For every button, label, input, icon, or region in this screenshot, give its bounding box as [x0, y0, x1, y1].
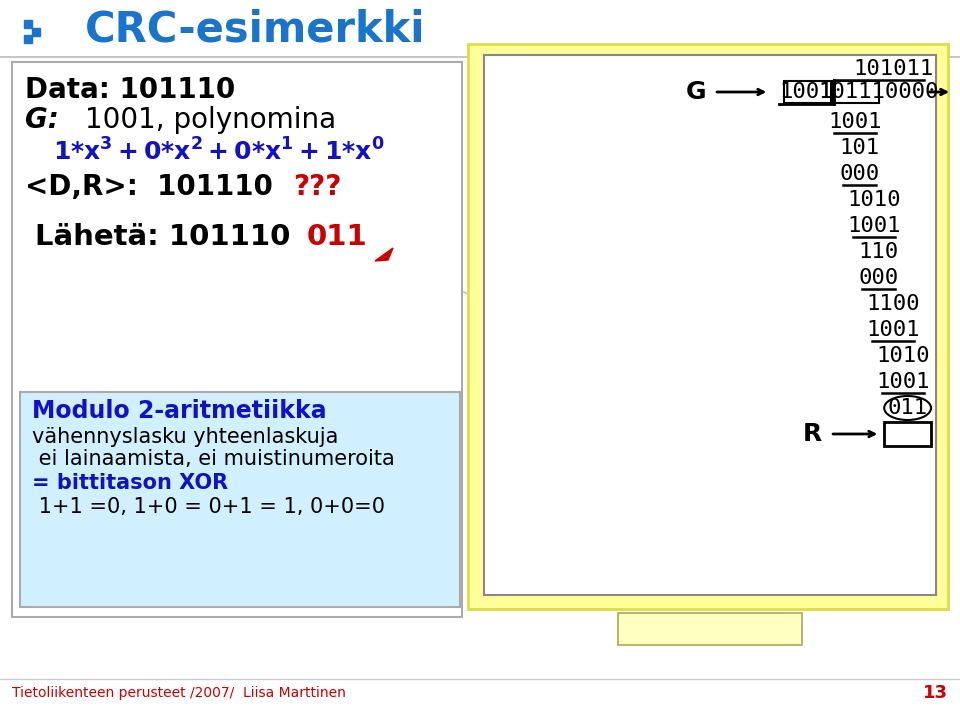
Text: G: G: [685, 80, 707, 104]
Text: vähennyslasku yhteenlaskuja: vähennyslasku yhteenlaskuja: [32, 427, 338, 447]
Text: ???: ???: [293, 173, 342, 201]
FancyBboxPatch shape: [468, 44, 948, 609]
Text: <D,R>:  101110: <D,R>: 101110: [25, 173, 273, 201]
Text: ei lainaamista, ei muistinumeroita: ei lainaamista, ei muistinumeroita: [32, 449, 395, 469]
Text: 1001: 1001: [828, 112, 881, 132]
Text: 1001, polynomina: 1001, polynomina: [85, 106, 336, 134]
Text: 101: 101: [840, 138, 879, 158]
FancyBboxPatch shape: [484, 55, 936, 595]
Text: 110: 110: [859, 242, 899, 262]
FancyBboxPatch shape: [20, 392, 460, 607]
Text: 1010: 1010: [848, 190, 900, 210]
FancyBboxPatch shape: [618, 613, 802, 645]
Text: 1010: 1010: [876, 346, 929, 366]
Text: 011: 011: [307, 223, 368, 251]
Text: G:: G:: [25, 106, 59, 134]
Text: 101110000: 101110000: [819, 82, 939, 102]
Text: Tietoliikenteen perusteet /2007/  Liisa Marttinen: Tietoliikenteen perusteet /2007/ Liisa M…: [12, 686, 346, 700]
Text: 011: 011: [888, 398, 927, 418]
Text: R: R: [803, 422, 822, 446]
Text: 1001: 1001: [867, 320, 920, 340]
Text: 000: 000: [840, 164, 879, 184]
Text: Modulo 2-aritmetiikka: Modulo 2-aritmetiikka: [32, 399, 326, 423]
Text: CRC-esimerkki: CRC-esimerkki: [85, 8, 425, 50]
Polygon shape: [375, 248, 393, 261]
Text: 101011: 101011: [853, 59, 933, 79]
Text: D: D: [958, 80, 960, 104]
Text: $\mathbf{1{*}x^3 + 0{*}x^2 + 0{*}x^1 + 1{*}x^0}$: $\mathbf{1{*}x^3 + 0{*}x^2 + 0{*}x^1 + 1…: [53, 139, 384, 165]
Text: Lähetä: 101110: Lähetä: 101110: [35, 223, 290, 251]
Text: 1001: 1001: [780, 82, 833, 102]
Text: KuRo05:Fig 5.8: KuRo05:Fig 5.8: [643, 620, 777, 638]
Text: 13: 13: [923, 684, 948, 702]
Text: = bittitason XOR: = bittitason XOR: [32, 473, 228, 493]
Text: 000: 000: [859, 268, 899, 288]
Text: 1001: 1001: [848, 216, 900, 236]
Text: Data: 101110: Data: 101110: [25, 76, 235, 104]
FancyBboxPatch shape: [12, 62, 462, 617]
Text: 1100: 1100: [867, 294, 920, 314]
Text: 1+1 =0, 1+0 = 0+1 = 1, 0+0=0: 1+1 =0, 1+0 = 0+1 = 1, 0+0=0: [32, 497, 385, 517]
Text: 1001: 1001: [876, 372, 929, 392]
